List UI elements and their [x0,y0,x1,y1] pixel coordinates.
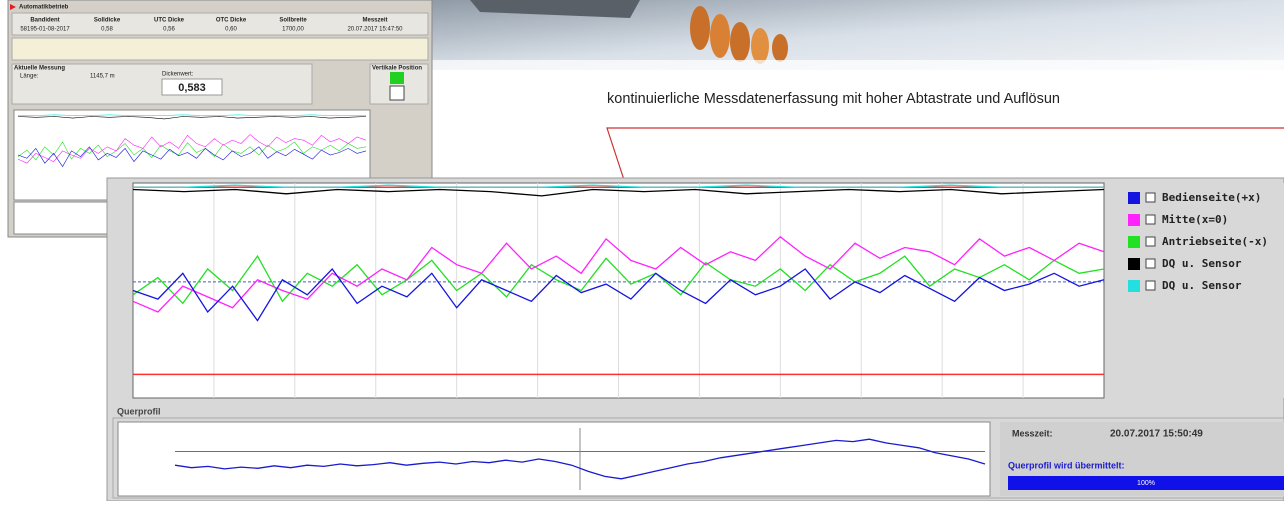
header-label: Bandident [30,18,59,24]
profile-title: Querprofil [117,406,161,416]
legend-label: Antriebseite(-x) [1162,235,1268,248]
legend-swatch [1128,236,1140,248]
legend-checkbox [1146,281,1155,290]
header-value: 1700,00 [282,27,304,33]
legend-label: DQ u. Sensor [1162,279,1242,292]
legend-checkbox [1146,259,1155,268]
header-value: 58195-01-08-2017 [20,27,70,33]
window-title: Automatikbetrieb [19,5,69,11]
legend-checkbox [1146,215,1155,224]
header-value: 0,58 [101,27,113,33]
length-label: Länge: [20,74,39,80]
legend-swatch [1128,280,1140,292]
caption: kontinuierliche Messdatenerfassung mit h… [607,91,1060,107]
thickness-value: 0,583 [178,82,206,94]
callout-line [607,128,1284,186]
header-label: Solldicke [94,18,121,24]
thickness-label: Dickenwert: [162,72,194,78]
header-value: 0,60 [225,27,237,33]
position-title: Vertikale Position [372,66,422,72]
time-label: Messzeit: [1012,428,1053,438]
legend-label: Bedienseite(+x) [1162,191,1261,204]
header-label: UTC Dicke [154,18,185,24]
header-value: 20.07.2017 15:47:50 [347,27,403,33]
header-label: Messzeit [362,18,387,24]
progress: 100% [1137,480,1155,487]
time-value: 20.07.2017 15:50:49 [1110,429,1203,440]
legend-checkbox [1146,193,1155,202]
legend-swatch [1128,192,1140,204]
length-value: 1145,7 m [90,74,115,80]
measure-title: Aktuelle Messung [14,66,65,72]
legend-label: Mitte(x=0) [1162,213,1228,226]
legend-checkbox [1146,237,1155,246]
legend-swatch [1128,214,1140,226]
status: Querprofil wird übermittelt: [1008,460,1125,470]
legend-swatch [1128,258,1140,270]
photo [430,0,1284,70]
page: Automatikbetrieb Aktuelle Messung Länge:… [0,0,1284,501]
main-screenshot [107,178,1284,501]
legend-label: DQ u. Sensor [1162,257,1242,270]
header-value: 0,56 [163,27,175,33]
header-label: Sollbreite [279,18,307,24]
header-label: OTC Dicke [216,18,247,24]
